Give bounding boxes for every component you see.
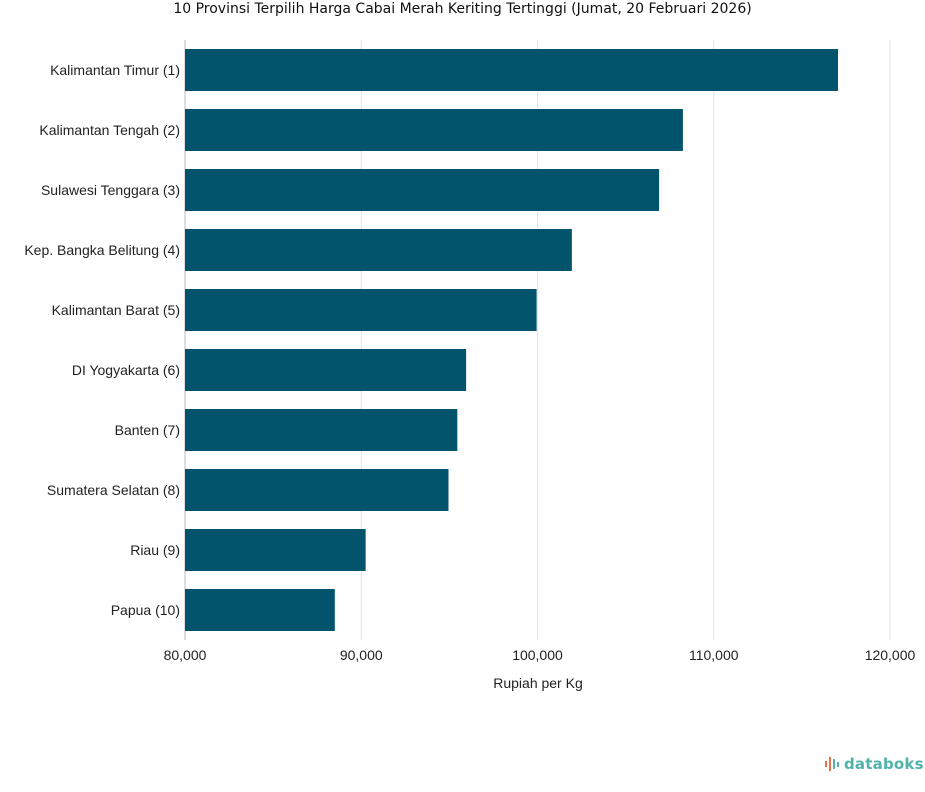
x-tick-label: 100,000 <box>512 647 563 663</box>
category-label: Papua (10) <box>111 602 180 618</box>
bars <box>185 49 839 631</box>
category-labels: Kalimantan Timur (1) Kalimantan Tengah (2… <box>24 62 180 618</box>
bar <box>185 109 683 151</box>
x-tick-label: 120,000 <box>865 647 916 663</box>
category-label: DI Yogyakarta (6) <box>72 362 180 378</box>
bar <box>185 529 366 571</box>
bar <box>185 229 572 271</box>
category-label: Banten (7) <box>115 422 180 438</box>
x-tick-labels: 80,000 90,000 100,000 110,000 120,000 <box>164 647 916 663</box>
bar <box>185 349 467 391</box>
category-label: Sumatera Selatan (8) <box>47 482 180 498</box>
category-label: Kalimantan Tengah (2) <box>39 122 180 138</box>
x-axis-title: Rupiah per Kg <box>493 675 583 691</box>
x-tick-label: 80,000 <box>164 647 207 663</box>
bar <box>185 589 335 631</box>
category-label: Kalimantan Barat (5) <box>52 302 180 318</box>
databoks-logo: databoks <box>824 754 924 774</box>
bar <box>185 289 537 331</box>
brand-name: databoks <box>844 755 924 773</box>
bar <box>185 49 839 91</box>
category-label: Kalimantan Timur (1) <box>50 62 180 78</box>
category-label: Kep. Bangka Belitung (4) <box>24 242 180 258</box>
category-label: Sulawesi Tenggara (3) <box>41 182 180 198</box>
x-tick-label: 110,000 <box>689 647 739 663</box>
bar <box>185 409 458 451</box>
chart-title: 10 Provinsi Terpilih Harga Cabai Merah K… <box>173 1 752 17</box>
bar <box>185 469 449 511</box>
bar <box>185 169 660 211</box>
category-label: Riau (9) <box>130 542 180 558</box>
databoks-logo-icon <box>825 757 839 771</box>
x-tick-label: 90,000 <box>340 647 383 663</box>
